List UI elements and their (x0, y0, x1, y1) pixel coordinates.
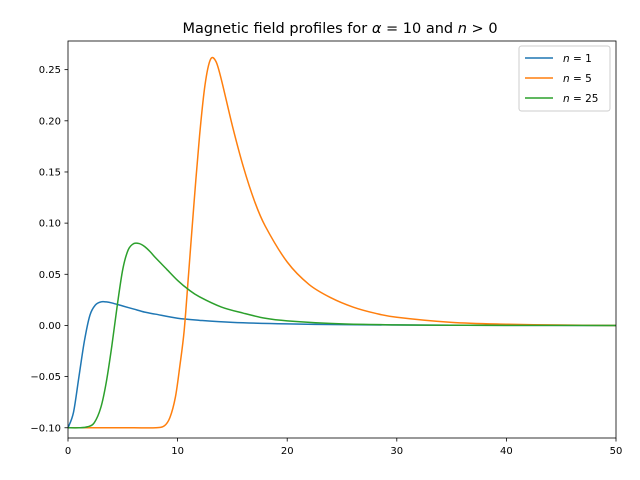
x-tick-label: 40 (500, 446, 513, 457)
chart-title: Magnetic field profiles for α = 10 and n… (182, 21, 497, 37)
y-tick-label: 0.00 (39, 321, 61, 332)
x-tick-label: 10 (171, 446, 184, 457)
series-line-2 (68, 56, 616, 429)
x-tick-label: 50 (610, 446, 623, 457)
legend: n = 1 n = 5 n = 25 (518, 45, 611, 112)
y-tick-label: −0.05 (30, 372, 61, 383)
y-tick-label: 0.05 (39, 270, 61, 281)
legend-box (518, 45, 611, 112)
axes-frame (67, 40, 617, 439)
y-tick-label: 0.10 (39, 219, 61, 230)
y-tick-label: 0.25 (39, 65, 61, 76)
plot-area: 0 10 20 30 40 50 −0.10 −0.05 0.00 0.05 0.10 0.15 0.2… (30, 40, 623, 457)
legend-label-3: n = 25 (563, 93, 599, 105)
y-tick-label: 0.15 (39, 168, 61, 179)
y-tick-label: 0.20 (39, 116, 61, 127)
x-tick-label: 0 (65, 446, 71, 457)
legend-label-1: n = 1 (563, 53, 592, 65)
series-lines (68, 56, 616, 429)
y-tick-label: −0.10 (30, 423, 61, 434)
x-tick-label: 30 (390, 446, 403, 457)
legend-label-2: n = 5 (563, 73, 592, 85)
x-tick-label: 20 (281, 446, 294, 457)
series-line-3 (68, 242, 616, 429)
